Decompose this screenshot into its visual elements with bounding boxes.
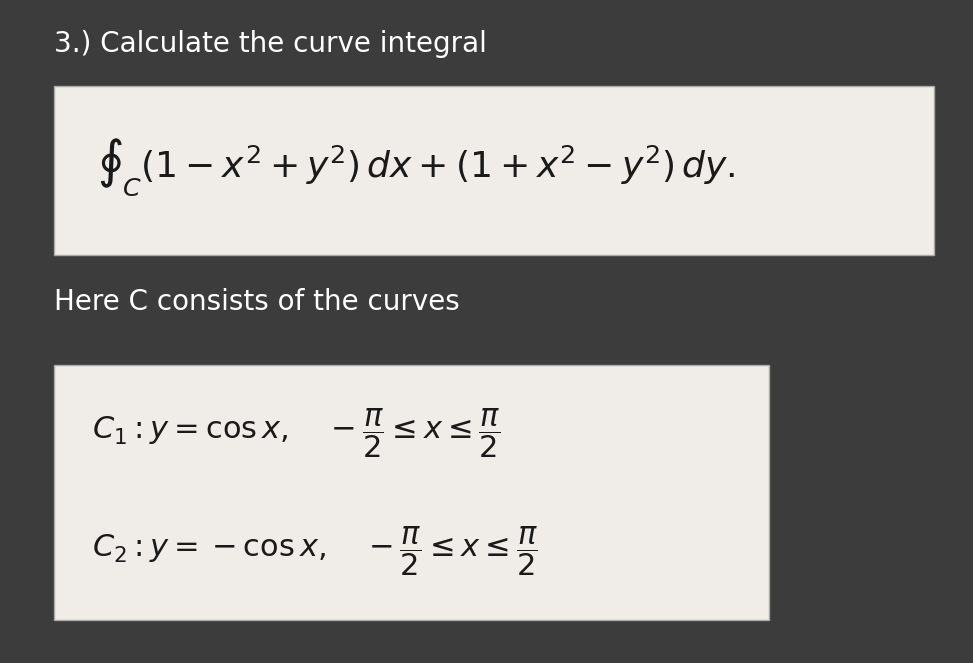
Text: 3.) Calculate the curve integral: 3.) Calculate the curve integral xyxy=(54,30,486,58)
Text: $\oint_{C} (1 - x^2 + y^2)\, dx + (1 + x^2 - y^2)\, dy.$: $\oint_{C} (1 - x^2 + y^2)\, dx + (1 + x… xyxy=(97,137,736,198)
Text: $C_2 : y = -\cos x, \quad -\dfrac{\pi}{2} \leq x \leq \dfrac{\pi}{2}$: $C_2 : y = -\cos x, \quad -\dfrac{\pi}{2… xyxy=(92,524,538,577)
FancyBboxPatch shape xyxy=(54,365,769,620)
Text: Here C consists of the curves: Here C consists of the curves xyxy=(54,288,459,316)
FancyBboxPatch shape xyxy=(54,86,934,255)
Text: $C_1 : y = \cos x, \quad -\dfrac{\pi}{2} \leq x \leq \dfrac{\pi}{2}$: $C_1 : y = \cos x, \quad -\dfrac{\pi}{2}… xyxy=(92,407,501,460)
